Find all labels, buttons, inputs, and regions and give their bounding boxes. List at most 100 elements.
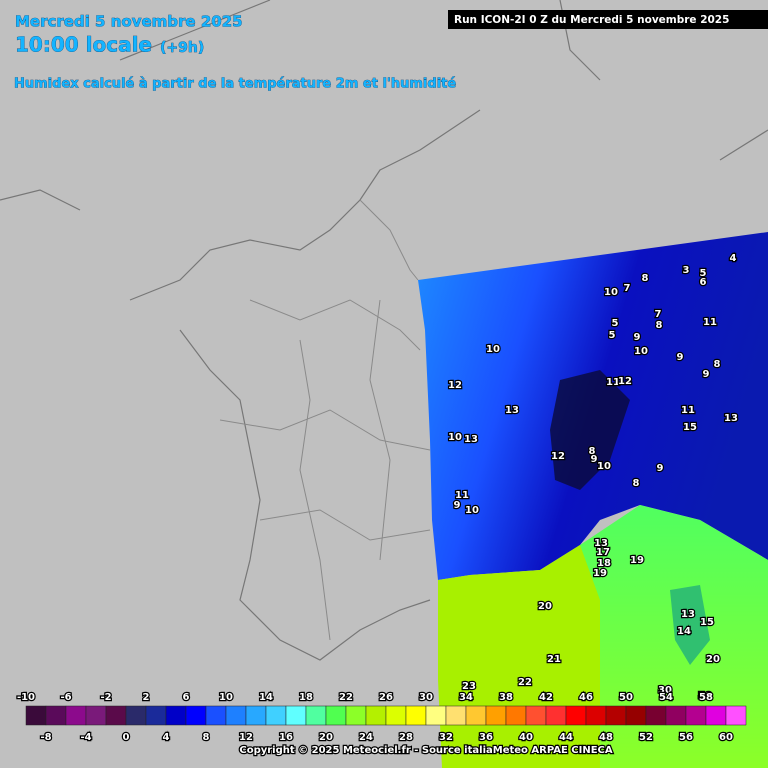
colorbar-cell — [165, 705, 187, 726]
map-value-label: 9 — [591, 454, 598, 465]
colorbar-tick-label: 34 — [459, 692, 473, 703]
colorbar-tick-label: 30 — [419, 692, 433, 703]
colorbar-tick-label: 46 — [579, 692, 593, 703]
run-label: Run ICON-2I 0 Z du Mercredi 5 novembre 2… — [454, 14, 729, 26]
map-value-label: 4 — [730, 253, 737, 264]
map-value-label: 8 — [714, 359, 721, 370]
colorbar-tick-label: 8 — [203, 732, 210, 743]
colorbar-cell — [505, 705, 527, 726]
map-value-label: 8 — [589, 446, 596, 457]
colorbar-cell — [685, 705, 707, 726]
colorbar-tick-label: -2 — [100, 692, 111, 703]
colorbar-tick-label: 52 — [639, 732, 653, 743]
colorbar-cell — [465, 705, 487, 726]
colorbar-cell — [205, 705, 227, 726]
map-value-label: 11 — [455, 490, 469, 501]
map-value-label: 17 — [596, 547, 610, 558]
colorbar-cell — [285, 705, 307, 726]
colorbar-tick-label: -6 — [60, 692, 71, 703]
colorbar-tick-label: 28 — [399, 732, 413, 743]
map-value-label: 20 — [538, 601, 552, 612]
title-time: 10:00 locale — [15, 33, 152, 57]
map-value-label: 58 — [698, 691, 712, 702]
colorbar-tick-label: 50 — [619, 692, 633, 703]
map-value-label: 3 — [683, 265, 690, 276]
map-value-label: 5 — [612, 318, 619, 329]
colorbar-tick-label: 38 — [499, 692, 513, 703]
map-value-label: 10 — [634, 346, 648, 357]
map-value-label: 14 — [677, 626, 691, 637]
colorbar-cell — [425, 705, 447, 726]
colorbar-tick-label: 12 — [239, 732, 253, 743]
map-value-label: 20 — [706, 654, 720, 665]
map-value-label: 10 — [465, 505, 479, 516]
map-value-label: 10 — [604, 287, 618, 298]
map-value-label: 13 — [724, 413, 738, 424]
colorbar-tick-label: 32 — [439, 732, 453, 743]
map-value-label: 5 — [609, 330, 616, 341]
colorbar-tick-label: 18 — [299, 692, 313, 703]
colorbar-cell — [725, 705, 747, 726]
colorbar-cell — [125, 705, 147, 726]
map-value-label: 8 — [656, 320, 663, 331]
map-value-label: 15 — [700, 617, 714, 628]
run-box — [448, 10, 768, 29]
colorbar-cell — [25, 705, 47, 726]
title-date: Mercredi 5 novembre 2025 — [15, 13, 243, 31]
colorbar: -10-8-6-4-202468101214161820222426283032… — [16, 691, 747, 744]
colorbar-cell — [645, 705, 667, 726]
map-value-label: 9 — [677, 352, 684, 363]
colorbar-tick-label: 54 — [659, 692, 673, 703]
map-value-label: 23 — [462, 681, 476, 692]
colorbar-tick-label: 48 — [599, 732, 613, 743]
map-value-label: 13 — [594, 538, 608, 549]
colorbar-cell — [45, 705, 67, 726]
map-value-label: 19 — [593, 568, 607, 579]
map-value-label: 11 — [606, 377, 620, 388]
colorbar-cell — [525, 705, 547, 726]
colorbar-tick-label: 56 — [679, 732, 693, 743]
colorbar-cell — [405, 705, 427, 726]
colorbar-cell — [65, 705, 87, 726]
map-value-label: 12 — [448, 380, 462, 391]
map-value-label: 9 — [703, 369, 710, 380]
colorbar-cell — [705, 705, 727, 726]
colorbar-tick-label: 58 — [699, 692, 713, 703]
map-value-label: 13 — [681, 609, 695, 620]
colorbar-tick-label: 26 — [379, 692, 393, 703]
colorbar-cell — [325, 705, 347, 726]
subtitle: Humidex calculé à partir de la températu… — [14, 77, 456, 92]
colorbar-tick-label: 20 — [319, 732, 333, 743]
colorbar-cell — [545, 705, 567, 726]
map-value-label: 10 — [448, 432, 462, 443]
map-value-label: 15 — [683, 422, 697, 433]
map-value-label: 12 — [551, 451, 565, 462]
map-value-label: 6 — [700, 277, 707, 288]
colorbar-tick-label: 14 — [259, 692, 273, 703]
map-value-label: 9 — [634, 332, 641, 343]
colorbar-cell — [265, 705, 287, 726]
map-value-label: 9 — [657, 463, 664, 474]
map-value-label: 22 — [518, 677, 532, 688]
colorbar-tick-label: 40 — [519, 732, 533, 743]
colorbar-cell — [245, 705, 267, 726]
colorbar-tick-label: 22 — [339, 692, 353, 703]
colorbar-tick-label: 42 — [539, 692, 553, 703]
colorbar-cell — [585, 705, 607, 726]
map-value-label: 10 — [486, 344, 500, 355]
colorbar-tick-label: -4 — [80, 732, 91, 743]
map-value-label: 13 — [505, 405, 519, 416]
colorbar-tick-label: 10 — [219, 692, 233, 703]
map-value-label: 21 — [547, 654, 561, 665]
borders — [0, 0, 768, 661]
colorbar-cell — [185, 705, 207, 726]
map-value-label: 8 — [633, 478, 640, 489]
colorbar-cell — [605, 705, 627, 726]
colorbar-cell — [105, 705, 127, 726]
copyright: Copyright © 2025 Meteociel.fr - Source i… — [239, 745, 613, 756]
map-value-label: 7 — [655, 309, 662, 320]
colorbar-cell — [145, 705, 167, 726]
map-value-label: 9 — [454, 500, 461, 511]
